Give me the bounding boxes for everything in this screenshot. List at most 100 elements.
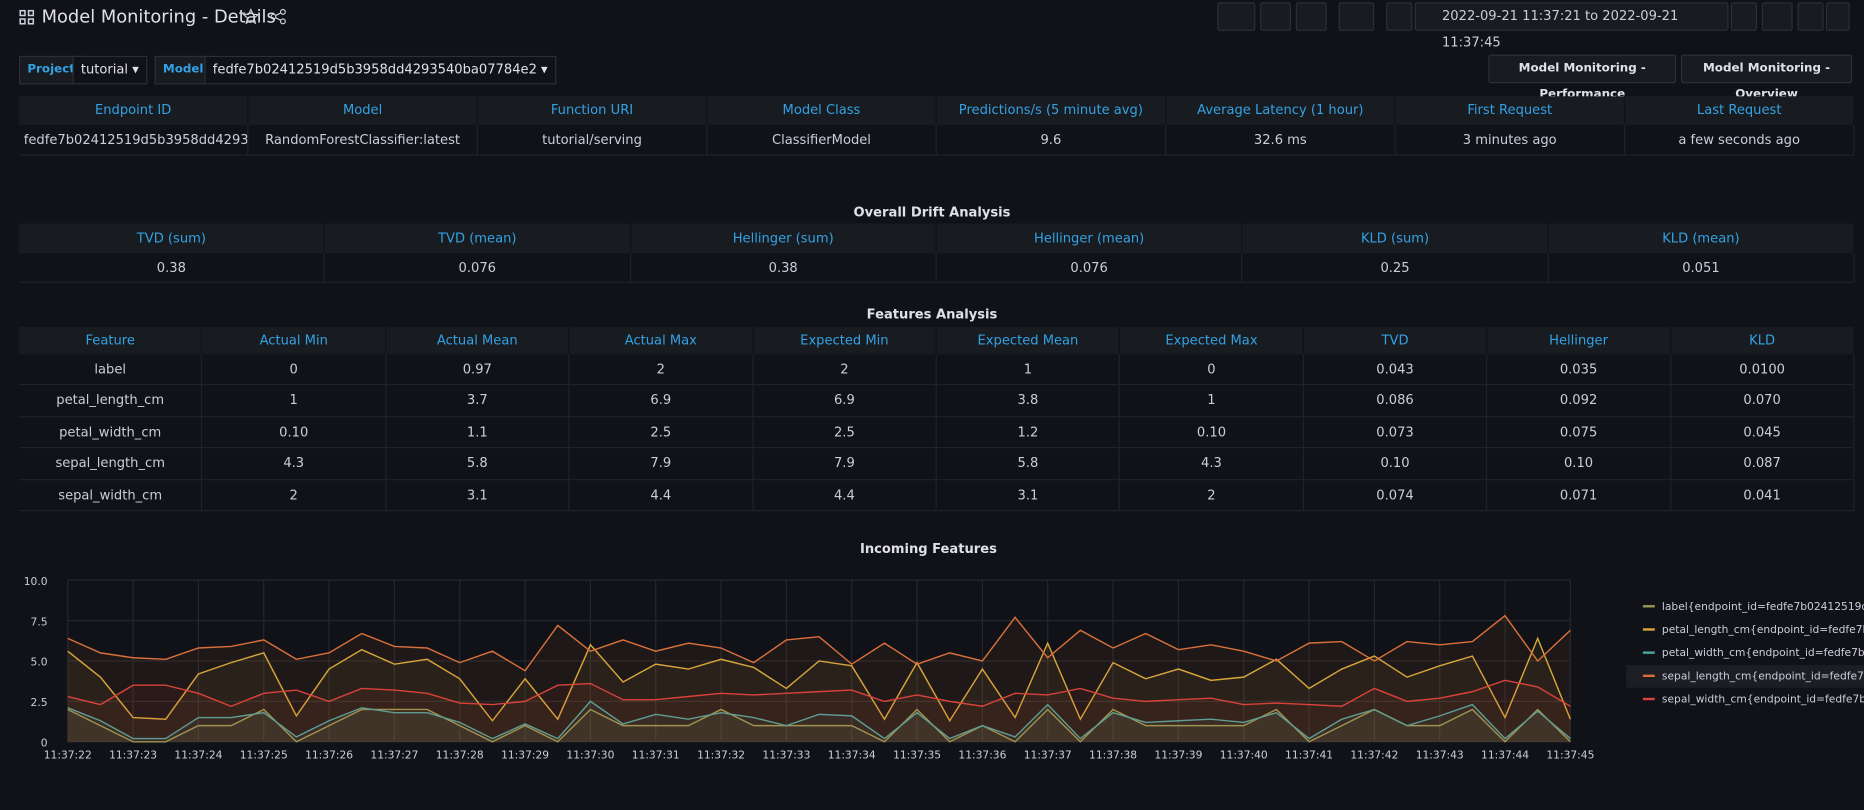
- table-cell: 0.0100: [1670, 354, 1855, 386]
- series-area: [67, 680, 1571, 742]
- series-line: [67, 636, 1572, 723]
- variable-select[interactable]: fedfe7b02412519d5b3958dd4293540ba07784e2…: [204, 55, 556, 85]
- table-cell: 0.076: [936, 253, 1243, 283]
- x-tick-label: 11:37:22: [44, 748, 92, 761]
- table-cell: label: [19, 354, 203, 386]
- series-area: [67, 701, 1571, 742]
- variable-label: Model: [154, 55, 212, 85]
- variable-value: fedfe7b02412519d5b3958dd4293540ba07784e2: [212, 61, 537, 78]
- table-cell: 3.1: [386, 479, 570, 512]
- table-cell: 0.087: [1670, 448, 1855, 480]
- variable-select[interactable]: tutorial ▾: [72, 55, 148, 85]
- table-cell: 0.070: [1670, 385, 1855, 418]
- table-cell: 0.086: [1303, 385, 1488, 418]
- series-line: [67, 700, 1571, 740]
- x-tick-label: 11:37:34: [828, 748, 876, 761]
- series-line: [67, 614, 1571, 672]
- column-header: TVD (sum): [19, 223, 325, 254]
- add-panel-button[interactable]: [1217, 2, 1256, 31]
- panel-title: Overall Drift Analysis: [853, 204, 1011, 220]
- table-cell: 0.97: [386, 354, 570, 386]
- x-tick-label: 11:37:37: [1024, 748, 1072, 761]
- table-cell: 1: [936, 354, 1121, 386]
- column-header: TVD: [1303, 326, 1488, 355]
- table-cell: 2: [202, 479, 387, 512]
- table-cell: 4.4: [753, 479, 937, 512]
- table-cell: 0.051: [1548, 253, 1855, 283]
- time-back-button[interactable]: [1386, 2, 1413, 31]
- table-cell: 0.073: [1303, 417, 1488, 449]
- dashboard-link[interactable]: Model Monitoring - Overview: [1680, 54, 1853, 101]
- table-cell: 0.10: [1487, 448, 1671, 480]
- legend-label: petal_width_cm{endpoint_id=fedfe7b02: [1662, 646, 1864, 659]
- x-tick-label: 11:37:32: [697, 748, 745, 761]
- column-header: Actual Min: [202, 326, 387, 355]
- series-line: [67, 679, 1571, 708]
- column-header: Expected Mean: [936, 326, 1121, 355]
- table-cell: 1: [1120, 385, 1304, 418]
- table-cell: 3 minutes ago: [1395, 124, 1626, 156]
- x-tick-label: 11:37:35: [893, 748, 941, 761]
- refresh-button[interactable]: [1797, 2, 1824, 31]
- x-tick-label: 11:37:25: [240, 748, 288, 761]
- table-cell: 1: [202, 385, 387, 418]
- table-cell: 3.7: [386, 385, 570, 418]
- column-header: Average Latency (1 hour): [1166, 96, 1396, 125]
- refresh-interval-button[interactable]: [1825, 2, 1850, 31]
- column-header: Actual Max: [569, 326, 754, 355]
- table-cell: 0.045: [1670, 417, 1855, 449]
- apps-icon[interactable]: [19, 9, 35, 25]
- x-tick-label: 11:37:28: [436, 748, 484, 761]
- table-cell: 4.4: [569, 479, 754, 512]
- legend-label: petal_length_cm{endpoint_id=fedfe7b02: [1662, 623, 1864, 636]
- table-cell: 0.041: [1670, 479, 1855, 512]
- table-cell: sepal_width_cm: [19, 479, 203, 512]
- x-tick-label: 11:37:40: [1220, 748, 1268, 761]
- table-cell: 0: [202, 354, 387, 386]
- table-cell: 2: [569, 354, 754, 386]
- table-cell: 0.38: [19, 253, 325, 283]
- x-tick-label: 11:37:30: [566, 748, 614, 761]
- column-header: Hellinger (sum): [630, 223, 937, 254]
- chart-title: Incoming Features: [860, 542, 997, 557]
- dashboard-title[interactable]: Model Monitoring - Details: [41, 5, 276, 28]
- time-forward-button[interactable]: [1730, 2, 1758, 31]
- time-picker[interactable]: 2022-09-21 11:37:21 to 2022-09-21 11:37:…: [1414, 2, 1729, 50]
- column-header: Expected Min: [753, 326, 937, 355]
- star-icon[interactable]: [242, 8, 260, 25]
- table-cell: 0.25: [1242, 253, 1549, 283]
- x-tick-label: 11:37:39: [1154, 748, 1202, 761]
- variable-value: tutorial: [80, 61, 129, 78]
- panel-title: Features Analysis: [866, 306, 998, 323]
- column-header: Expected Max: [1120, 326, 1304, 355]
- share-icon[interactable]: [270, 8, 287, 25]
- table-cell: petal_length_cm: [19, 385, 203, 418]
- table-cell: 6.9: [753, 385, 937, 418]
- x-tick-label: 11:37:24: [174, 748, 222, 761]
- zoom-out-button[interactable]: [1761, 2, 1793, 31]
- table-cell: 2.5: [753, 417, 937, 449]
- table-cell: 6.9: [569, 385, 754, 418]
- series-line: [67, 708, 1571, 743]
- column-header: Function URI: [477, 96, 708, 125]
- column-header: Model: [248, 96, 478, 125]
- dashboard-link[interactable]: Model Monitoring - Performance: [1488, 54, 1677, 101]
- x-tick-label: 11:37:38: [1089, 748, 1137, 761]
- table-cell: 2.5: [569, 417, 754, 449]
- table-cell: 3.8: [936, 385, 1121, 418]
- table-cell: 3.1: [936, 479, 1121, 512]
- table-cell: fedfe7b02412519d5b3958dd429354...: [19, 124, 249, 156]
- save-button[interactable]: [1260, 2, 1292, 31]
- table-cell: 5.8: [936, 448, 1121, 480]
- tv-mode-button[interactable]: [1338, 2, 1375, 31]
- table-cell: 0.076: [324, 253, 631, 283]
- table-cell: 1.2: [936, 417, 1121, 449]
- time-range: 2022-09-21 11:37:21 to 2022-09-21 11:37:…: [1441, 8, 1679, 50]
- settings-button[interactable]: [1295, 2, 1327, 31]
- x-tick-label: 11:37:33: [762, 748, 810, 761]
- x-tick-label: 11:37:29: [501, 748, 549, 761]
- x-tick-label: 11:37:43: [1416, 748, 1464, 761]
- y-tick-label: 5.0: [31, 656, 48, 669]
- table-cell: tutorial/serving: [477, 124, 708, 156]
